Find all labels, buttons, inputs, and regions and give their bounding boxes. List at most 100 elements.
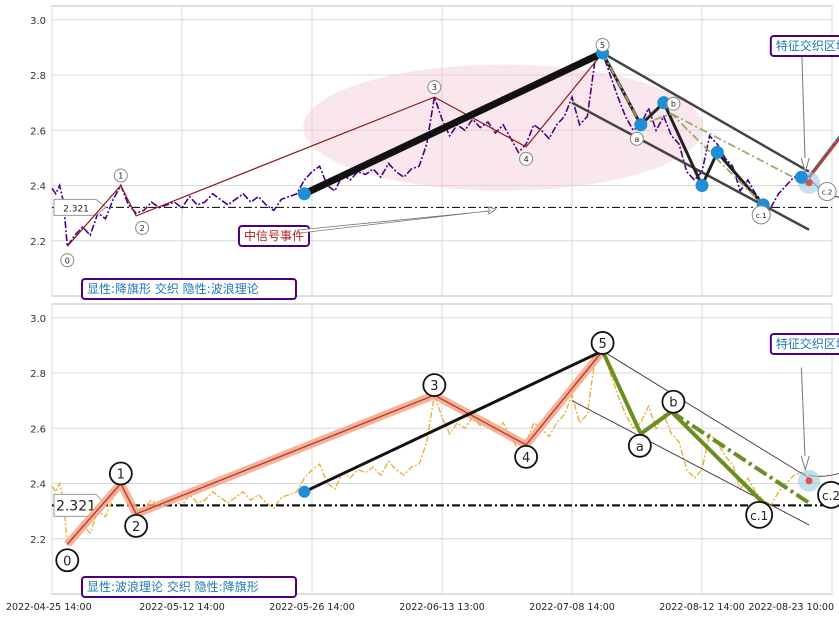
signal-event-label-box <box>238 225 310 247</box>
channel-upper-line <box>602 350 810 479</box>
pattern-legend-label-box <box>81 576 297 598</box>
wave-point-marker <box>519 151 534 166</box>
pivot-dot <box>298 485 311 498</box>
feature-zone-label: 特征交织区域 <box>776 336 839 351</box>
y-tick-label: 2.6 <box>30 424 46 435</box>
y-tick-label: 3.0 <box>30 16 46 27</box>
wave-impulse-line <box>66 52 604 247</box>
price-series-line <box>51 51 810 249</box>
x-tick-label: 2022-06-13 13:00 <box>399 602 485 613</box>
reference-label: 2.321 <box>63 204 89 214</box>
feature-zone-pointer <box>800 39 806 167</box>
feature-zone-pointer-head <box>800 455 810 472</box>
wave-point-marker <box>751 205 771 225</box>
wave-point-label: b <box>669 396 677 411</box>
wave-point-label: 3 <box>430 379 438 394</box>
wave-point-marker <box>427 80 442 95</box>
wave-point-marker <box>113 168 128 183</box>
abc-correction-line <box>601 52 764 206</box>
feature-zone-center <box>805 477 813 485</box>
pivot-dot <box>695 179 709 193</box>
y-tick-label: 2.4 <box>30 182 46 193</box>
pattern-legend-label: 显性:降旗形 交织 隐性:波浪理论 <box>87 281 259 296</box>
x-tick-label: 2022-08-12 14:00 <box>659 602 745 613</box>
wave-point-label: b <box>671 100 676 109</box>
trend-line <box>303 349 604 494</box>
wave-point-label: 0 <box>65 256 70 265</box>
wave-point-label: 1 <box>118 172 123 181</box>
feature-zone-label: 特征交织区域 <box>776 38 839 53</box>
wave-point-label: c.2 <box>822 489 839 503</box>
y-tick-label: 2.2 <box>30 237 46 248</box>
wave-point-marker <box>627 433 652 458</box>
x-tick-label: 2022-08-23 10:00 <box>748 602 834 613</box>
wave-point-marker <box>666 96 681 111</box>
wave-point-marker <box>661 389 686 414</box>
signal-event-label: 中信号事件 <box>244 228 304 243</box>
wave-point-label: c.1 <box>750 509 768 523</box>
feature-zone-pointer-head <box>800 157 810 174</box>
channel-upper-line <box>601 51 810 173</box>
bottom-panel: 2.2 2.4 2.6 2.8 3.0 2.321 0 1 2 3 4 5 a b c.1 c.2 特征交织区域… <box>30 303 839 598</box>
wave-point-label: c.2 <box>822 189 833 197</box>
abc-projection-line <box>670 410 811 505</box>
reference-label-box <box>53 198 107 216</box>
wave-point-label: a <box>636 440 644 455</box>
wave-point-label: a <box>634 135 639 144</box>
channel-lower-line <box>571 101 810 231</box>
reference-label: 2.321 <box>56 498 96 514</box>
wave-point-marker <box>590 331 615 355</box>
pivot-dot <box>710 145 724 159</box>
price-series-line <box>51 349 810 547</box>
wave-point-label: 1 <box>117 468 125 483</box>
forecast-line-red-start <box>808 137 839 179</box>
wave-point-marker <box>55 548 80 573</box>
wave-point-label: 3 <box>432 83 437 92</box>
thick-trend-line <box>302 49 605 197</box>
wave-point-marker <box>817 182 837 202</box>
highlight-ellipse <box>303 64 704 191</box>
x-tick-label: 2022-05-26 14:00 <box>269 602 355 613</box>
y-tick-label: 2.8 <box>30 369 46 380</box>
feature-zone-label-box <box>769 333 839 355</box>
x-tick-label: 2022-04-25 14:00 <box>6 602 92 613</box>
wave-point-marker <box>135 220 150 235</box>
wave-point-label: c.1 <box>756 212 767 220</box>
feature-zone-center <box>805 179 813 187</box>
abc-projection-line <box>670 112 810 187</box>
pivot-dot <box>794 170 808 184</box>
pattern-legend-label-box <box>81 278 297 300</box>
wave-point-label: 4 <box>524 155 529 164</box>
pattern-legend-label: 显性:波浪理论 交织 隐性:降旗形 <box>87 579 259 594</box>
wave-point-marker <box>595 37 610 52</box>
wave-point-marker <box>629 131 644 146</box>
wave-point-label: 2 <box>140 224 145 233</box>
y-tick-label: 2.8 <box>30 71 46 82</box>
feature-zone-pointer <box>800 367 806 465</box>
wave-point-label: 4 <box>522 451 530 466</box>
x-tick-label: 2022-05-12 14:00 <box>139 602 225 613</box>
wave-point-marker <box>124 514 149 538</box>
y-tick-label: 2.2 <box>30 535 46 546</box>
wave-point-marker <box>514 444 539 469</box>
wave-point-marker <box>422 373 447 398</box>
y-tick-label: 3.0 <box>30 314 46 325</box>
wave-impulse-line <box>66 350 604 545</box>
x-tick-label: 2022-07-08 14:00 <box>529 602 615 613</box>
pivot-dot <box>297 187 311 201</box>
curved-arrow <box>808 472 839 477</box>
pivot-dot <box>634 118 648 132</box>
wave-point-marker <box>108 461 133 486</box>
y-tick-label: 2.6 <box>30 126 46 137</box>
wave-point-marker <box>60 253 75 268</box>
signal-event-arrow <box>297 206 497 234</box>
wave-point-marker <box>745 500 774 529</box>
top-panel: 2.2 2.4 2.6 2.8 3.0 2.321 0 1 2 3 4 5 a b c.1 c.2 特征交织区域… <box>30 5 839 300</box>
channel-lower-line <box>571 400 810 526</box>
wave-point-marker <box>817 480 839 509</box>
wave-point-label: 0 <box>63 554 71 569</box>
wave-point-label: 2 <box>132 520 140 535</box>
abc-correction-line <box>600 350 765 505</box>
x-axis: 2022-04-25 14:00 2022-05-12 14:00 2022-05-… <box>6 602 834 613</box>
